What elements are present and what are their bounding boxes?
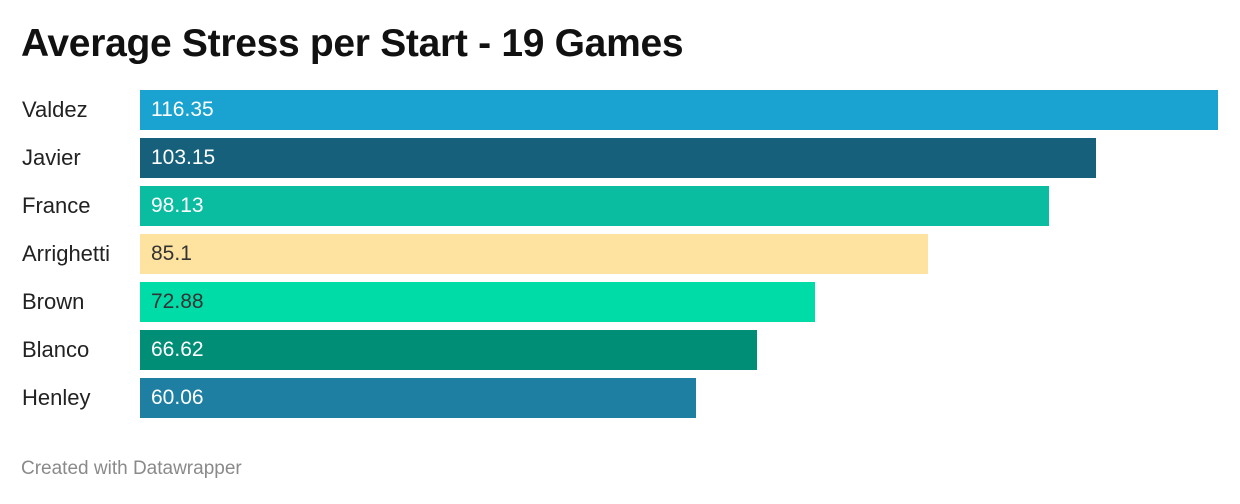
bar-row-valdez: Valdez 116.35 xyxy=(0,90,1240,130)
bar-france[interactable]: 98.13 xyxy=(140,186,1049,226)
bar-blanco[interactable]: 66.62 xyxy=(140,330,757,370)
bar-value-label: 116.35 xyxy=(151,98,214,121)
bar-value-label: 72.88 xyxy=(151,290,204,313)
category-label: Javier xyxy=(22,145,81,170)
bar-valdez[interactable]: 116.35 xyxy=(140,90,1218,130)
category-label: Blanco xyxy=(22,337,90,362)
category-label: France xyxy=(22,193,91,218)
bar-row-france: France 98.13 xyxy=(0,186,1240,226)
category-label: Henley xyxy=(22,385,91,410)
bar-henley[interactable]: 60.06 xyxy=(140,378,696,418)
category-label: Arrighetti xyxy=(22,241,111,266)
bar-javier[interactable]: 103.15 xyxy=(140,138,1096,178)
bar-arrighetti[interactable]: 85.1 xyxy=(140,234,928,274)
bar-row-arrighetti: Arrighetti 85.1 xyxy=(0,234,1240,274)
bar-value-label: 85.1 xyxy=(151,242,192,265)
bar-row-blanco: Blanco 66.62 xyxy=(0,330,1240,370)
bar-value-label: 66.62 xyxy=(151,338,204,361)
bar-row-brown: Brown 72.88 xyxy=(0,282,1240,322)
bar-row-javier: Javier 103.15 xyxy=(0,138,1240,178)
bar-value-label: 98.13 xyxy=(151,194,204,217)
footer-credit[interactable]: Created with Datawrapper xyxy=(21,458,242,479)
bar-value-label: 60.06 xyxy=(151,386,204,409)
bar-row-henley: Henley 60.06 xyxy=(0,378,1240,418)
category-label: Valdez xyxy=(22,97,88,122)
bar-brown[interactable]: 72.88 xyxy=(140,282,815,322)
chart-title: Average Stress per Start - 19 Games xyxy=(21,22,684,65)
bar-value-label: 103.15 xyxy=(151,146,216,169)
category-label: Brown xyxy=(22,289,85,314)
